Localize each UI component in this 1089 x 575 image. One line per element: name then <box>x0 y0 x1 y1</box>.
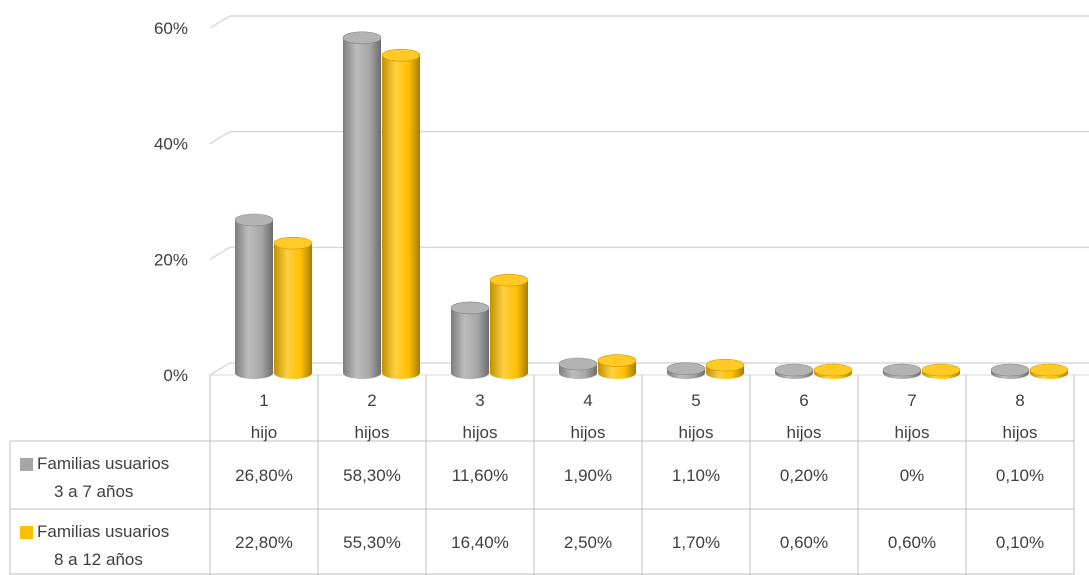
category-label-word: hijo <box>251 423 277 442</box>
bar <box>342 31 382 379</box>
legend-key <box>20 458 33 471</box>
gridline <box>209 15 1089 29</box>
gridline <box>209 246 1089 260</box>
y-tick-label: 60% <box>154 19 188 38</box>
category-label-word: hijos <box>679 423 714 442</box>
bar <box>774 363 814 379</box>
data-label: 16,40% <box>451 533 509 552</box>
bar <box>597 354 637 379</box>
category-label-number: 8 <box>1015 391 1024 410</box>
data-label: 2,50% <box>564 533 612 552</box>
data-label: 0,10% <box>996 533 1044 552</box>
legend-label: 3 a 7 años <box>54 482 133 501</box>
legend-label: Familias usuarios <box>37 454 169 473</box>
legend-key <box>20 526 33 539</box>
bar <box>882 363 922 379</box>
data-label: 0,20% <box>780 466 828 485</box>
category-label-number: 6 <box>799 391 808 410</box>
category-label-number: 4 <box>583 391 592 410</box>
data-label: 1,90% <box>564 466 612 485</box>
category-label-word: hijos <box>571 423 606 442</box>
data-label: 22,80% <box>235 533 293 552</box>
data-label: 26,80% <box>235 466 293 485</box>
data-label: 0% <box>900 466 925 485</box>
data-label: 0,60% <box>888 533 936 552</box>
category-label-number: 3 <box>475 391 484 410</box>
category-label-number: 7 <box>907 391 916 410</box>
y-axis-ticks: 0% 20% 40% 60% <box>154 19 188 385</box>
bar <box>234 213 274 379</box>
bar <box>1029 363 1069 379</box>
gridlines <box>209 15 1089 376</box>
bar <box>381 48 421 379</box>
category-label-number: 1 <box>259 391 268 410</box>
bar <box>921 363 961 379</box>
data-label: 0,60% <box>780 533 828 552</box>
bars <box>234 31 1069 379</box>
y-tick-label: 20% <box>154 250 188 269</box>
category-label-number: 5 <box>691 391 700 410</box>
data-label: 0,10% <box>996 466 1044 485</box>
gridline <box>209 130 1089 145</box>
legend-label: Familias usuarios <box>37 522 169 541</box>
bar <box>666 362 706 379</box>
legend-label: 8 a 12 años <box>54 550 143 569</box>
y-tick-label: 0% <box>163 366 188 385</box>
category-label-word: hijos <box>355 423 390 442</box>
data-label: 11,60% <box>452 466 508 485</box>
bar <box>813 363 853 379</box>
data-label: 1,70% <box>672 533 720 552</box>
gridline <box>209 362 1089 376</box>
bar <box>273 236 313 379</box>
data-label: 55,30% <box>343 533 401 552</box>
category-label-word: hijos <box>1003 423 1038 442</box>
bar <box>558 357 598 379</box>
bar <box>489 273 529 379</box>
category-label-word: hijos <box>787 423 822 442</box>
bar <box>705 358 745 379</box>
category-label-word: hijos <box>463 423 498 442</box>
y-tick-label: 40% <box>154 135 188 154</box>
category-label-word: hijos <box>895 423 930 442</box>
data-label: 1,10% <box>672 466 720 485</box>
category-label-number: 2 <box>367 391 376 410</box>
data-table: 1 hijo 2 hijos 3 hijos 4 hijos 5 hijos 6 hijos 7 hijo… <box>9 375 1075 575</box>
data-label: 58,30% <box>343 466 401 485</box>
bar <box>990 363 1030 379</box>
bar <box>450 301 490 379</box>
